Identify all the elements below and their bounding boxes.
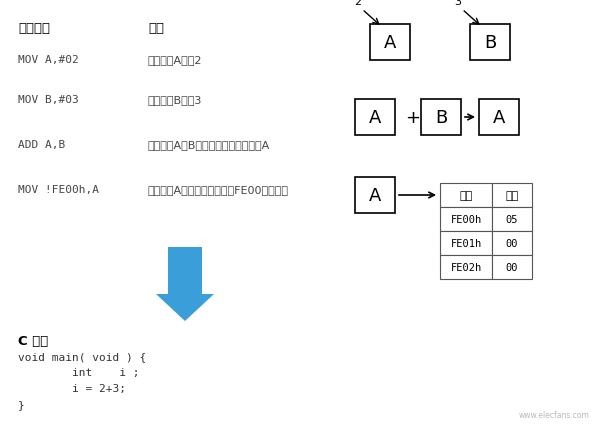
Text: MOV A,#02: MOV A,#02: [18, 55, 79, 65]
FancyBboxPatch shape: [355, 178, 395, 214]
Text: 将寄存器A的値赋値给地址为FE00的存储器: 将寄存器A的値赋値给地址为FE00的存储器: [148, 184, 289, 194]
Text: FE01h: FE01h: [451, 239, 482, 249]
Text: 00: 00: [505, 262, 518, 272]
Text: A: A: [493, 109, 505, 127]
Text: www.elecfans.com: www.elecfans.com: [519, 410, 590, 419]
Text: }: }: [18, 399, 25, 409]
FancyBboxPatch shape: [492, 231, 532, 255]
Text: ADD A,B: ADD A,B: [18, 140, 65, 150]
Text: 将寄存器A和B的合计値赋値给寄存器A: 将寄存器A和B的合计値赋値给寄存器A: [148, 140, 270, 150]
Text: MOV !FE00h,A: MOV !FE00h,A: [18, 184, 99, 194]
Text: +: +: [406, 109, 420, 127]
Text: 2: 2: [354, 0, 362, 7]
Text: 数据: 数据: [505, 190, 519, 200]
Text: FE02h: FE02h: [451, 262, 482, 272]
Text: A: A: [384, 34, 396, 52]
FancyBboxPatch shape: [370, 25, 410, 61]
Text: 说明: 说明: [148, 22, 164, 35]
Text: 汇编语言: 汇编语言: [18, 22, 50, 35]
Text: i = 2+3;: i = 2+3;: [18, 383, 126, 393]
Polygon shape: [156, 247, 214, 321]
Text: 3: 3: [454, 0, 462, 7]
Text: A: A: [369, 109, 381, 127]
FancyBboxPatch shape: [479, 100, 519, 136]
Text: 00: 00: [505, 239, 518, 249]
Text: 给寄存器A赋剗2: 给寄存器A赋剗2: [148, 55, 203, 65]
FancyBboxPatch shape: [440, 184, 492, 208]
Text: FE00h: FE00h: [451, 215, 482, 224]
Text: void main( void ) {: void main( void ) {: [18, 351, 146, 361]
Text: MOV B,#03: MOV B,#03: [18, 95, 79, 105]
Text: A: A: [369, 187, 381, 205]
Text: B: B: [484, 34, 496, 52]
Text: int    i ;: int i ;: [18, 367, 139, 377]
FancyBboxPatch shape: [421, 100, 461, 136]
FancyBboxPatch shape: [440, 208, 492, 231]
FancyBboxPatch shape: [492, 184, 532, 208]
FancyBboxPatch shape: [440, 231, 492, 255]
FancyBboxPatch shape: [492, 208, 532, 231]
FancyBboxPatch shape: [492, 255, 532, 280]
Text: 给寄存器B赋剗3: 给寄存器B赋剗3: [148, 95, 202, 105]
FancyBboxPatch shape: [355, 100, 395, 136]
Text: B: B: [435, 109, 447, 127]
Text: C 语言: C 语言: [18, 334, 48, 347]
FancyBboxPatch shape: [440, 255, 492, 280]
Text: 05: 05: [505, 215, 518, 224]
Text: 地址: 地址: [459, 190, 473, 200]
FancyBboxPatch shape: [470, 25, 510, 61]
